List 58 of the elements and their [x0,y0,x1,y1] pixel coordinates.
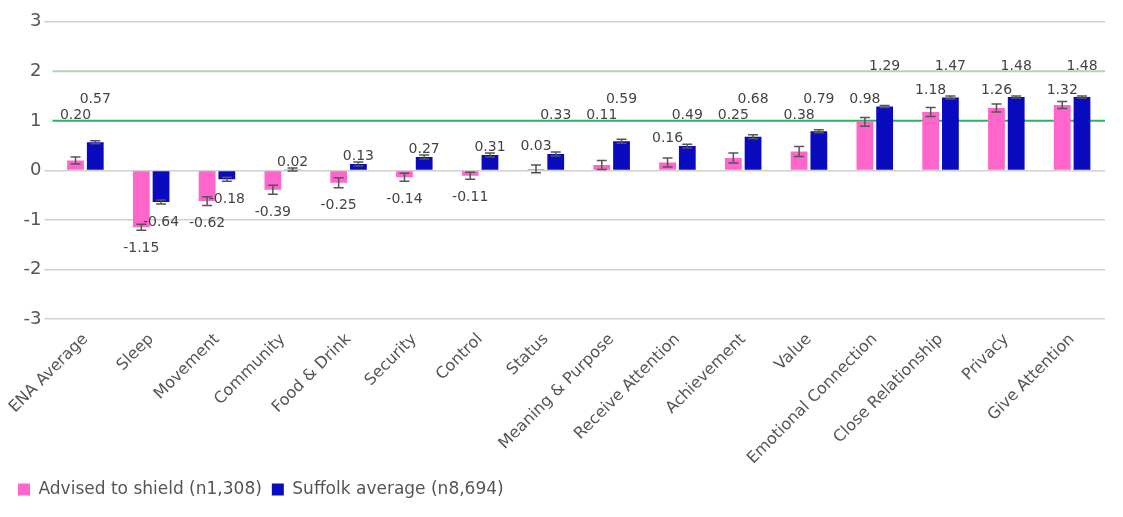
data-label: 1.48 [1066,56,1098,73]
bar [922,111,940,170]
data-label: 1.32 [1046,80,1078,97]
bar [264,171,282,190]
bar [876,106,894,170]
bar [613,141,630,170]
data-label: 0.49 [671,106,703,123]
data-label: 1.29 [869,56,901,73]
data-label: -0.62 [188,214,226,231]
y-tick-label: 0 [30,158,42,180]
data-label: 0.11 [586,106,618,123]
data-label: 0.16 [651,128,684,145]
data-label: 0.31 [474,137,506,154]
bar [1053,105,1071,170]
data-label: -0.11 [452,187,489,204]
data-label: -0.39 [254,202,291,219]
legend-label: Advised to shield (n1,308) [38,477,262,498]
bar [86,142,104,170]
data-label: 0.79 [803,90,835,107]
y-tick-label: 1 [30,108,42,130]
legend-label: Suffolk average (n8,694) [292,477,504,498]
bar [810,131,828,170]
data-label: 0.68 [737,90,769,107]
data-label: -0.25 [320,196,357,213]
data-label: 0.38 [783,106,815,123]
data-label: 0.57 [79,90,111,107]
bar [790,151,808,170]
data-label: 0.02 [277,152,309,169]
y-tick-label: 2 [30,59,42,80]
bar [415,157,433,170]
data-label: 0.25 [717,106,749,123]
bar [856,121,874,170]
bar [678,146,696,170]
data-label: -0.14 [386,189,423,206]
data-label: -1.15 [123,238,160,255]
data-label: -0.18 [208,189,245,206]
bar [152,171,170,203]
data-label: 0.27 [408,139,440,156]
y-tick-label: -3 [23,306,42,328]
data-label: 1.26 [980,80,1013,97]
data-label: 0.13 [342,146,374,163]
bar [1073,97,1091,170]
bar [1007,97,1025,170]
bar [942,97,959,170]
data-label: 1.18 [915,80,947,97]
data-label: 0.33 [540,106,572,123]
data-label: 0.98 [849,90,881,107]
data-label: 0.03 [520,136,552,153]
data-label: 1.48 [1000,56,1032,73]
data-label: 1.47 [934,56,966,73]
bar [547,154,565,170]
data-label: 0.59 [605,90,638,107]
y-tick-label: -2 [23,257,42,279]
y-tick-label: 3 [30,9,42,31]
y-tick-label: -1 [23,207,42,229]
data-label: 0.20 [59,106,92,123]
bar [744,136,762,170]
bar [988,107,1005,170]
